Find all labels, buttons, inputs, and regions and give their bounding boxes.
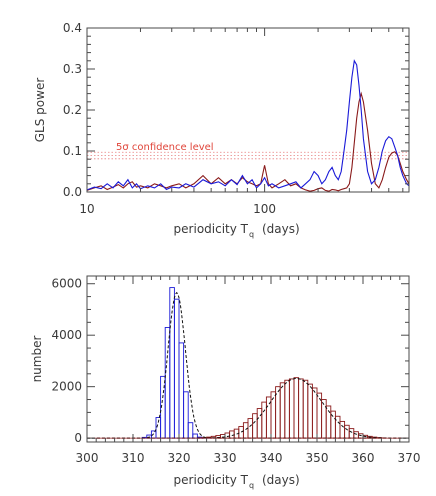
red-hist-bar-19 xyxy=(285,380,290,438)
gls-x-tick-label-0: 10 xyxy=(79,202,94,216)
histogram-y-tick-label-3: 6000 xyxy=(51,277,82,291)
red-hist-bar-13 xyxy=(257,409,262,439)
red-hist-bar-6 xyxy=(225,433,230,438)
gls-y-tick-label-4: 0.4 xyxy=(63,21,82,35)
red-hist-bar-10 xyxy=(243,423,248,438)
red-hist-bar-27 xyxy=(322,400,327,439)
blue-gaussian-fit xyxy=(87,293,409,438)
red-hist-bar-7 xyxy=(230,431,235,438)
blue-hist-bar-10 xyxy=(188,423,193,438)
gls-x-axis-label: periodicity T xyxy=(174,222,249,236)
histogram-x-tick-label-3: 330 xyxy=(214,451,237,465)
gls-y-axis-label: GLS power xyxy=(33,78,47,143)
red-hist-bar-32 xyxy=(345,425,350,438)
gls-series-blue xyxy=(87,61,409,190)
gls-y-tick-label-2: 0.2 xyxy=(63,103,82,117)
periodicity-histogram-panel: 300 310 320 330 340 350 360 370 0 2000 4000 6000 nu… xyxy=(30,276,420,490)
gls-periodogram-panel: 10 100 0.0 0.1 0.2 0.3 0.4 5σ confidence level… xyxy=(33,21,409,239)
red-hist-bar-34 xyxy=(354,432,359,438)
blue-hist-bar-8 xyxy=(179,343,184,438)
histogram-y-axis-label: number xyxy=(30,336,44,383)
blue-hist-bar-5 xyxy=(165,327,170,438)
histogram-x-axis-subscript: q xyxy=(249,481,254,490)
histogram-x-axis-label: periodicity T xyxy=(174,473,249,487)
red-hist-bar-24 xyxy=(308,384,313,438)
histogram-y-tick-label-2: 4000 xyxy=(51,328,82,342)
histogram-y-tick-label-0: 0 xyxy=(74,431,82,445)
gls-y-tick-label-1: 0.1 xyxy=(63,144,82,158)
blue-hist-bar-7 xyxy=(174,299,179,438)
gls-series-group xyxy=(87,61,409,191)
red-hist-bar-20 xyxy=(289,379,294,438)
red-hist-bar-22 xyxy=(299,379,304,438)
histogram-x-tick-label-7: 370 xyxy=(398,451,421,465)
histogram-x-tick-label-1: 310 xyxy=(122,451,145,465)
red-hist-bar-21 xyxy=(294,378,299,438)
histogram-x-tick-label-6: 360 xyxy=(352,451,375,465)
histogram-x-tick-label-5: 350 xyxy=(306,451,329,465)
gls-y-tick-label-3: 0.3 xyxy=(63,62,82,76)
gls-x-tick-label-1: 100 xyxy=(253,202,276,216)
red-hist-bar-33 xyxy=(349,429,354,439)
blue-hist-bar-9 xyxy=(184,392,189,438)
confidence-level-lines xyxy=(87,152,409,159)
red-hist-bar-25 xyxy=(312,388,317,438)
blue-hist-bar-11 xyxy=(193,434,198,438)
red-hist-bar-11 xyxy=(248,419,253,439)
histogram-x-axis-unit: (days) xyxy=(262,473,300,487)
histogram-x-tick-label-4: 340 xyxy=(260,451,283,465)
confidence-annotation: 5σ confidence level xyxy=(116,142,214,153)
red-hist-bar-9 xyxy=(239,427,244,439)
gls-x-axis-unit: (days) xyxy=(262,222,300,236)
histogram-y-tick-label-1: 2000 xyxy=(51,380,82,394)
gaussian-fit-group xyxy=(87,293,409,438)
red-hist-bar-31 xyxy=(340,421,345,438)
blue-hist-bar-6 xyxy=(170,288,175,439)
red-hist-bar-12 xyxy=(253,414,258,438)
histogram-x-tick-label-2: 320 xyxy=(168,451,191,465)
histogram-plot-frame xyxy=(87,276,409,442)
histogram-bars-group xyxy=(142,288,386,439)
red-hist-bar-14 xyxy=(262,402,267,438)
red-hist-bar-18 xyxy=(280,383,285,438)
gls-x-axis-subscript: q xyxy=(249,230,254,239)
red-hist-bar-23 xyxy=(303,380,308,438)
gls-y-tick-label-0: 0.0 xyxy=(63,185,82,199)
blue-hist-bar-2 xyxy=(151,431,156,438)
histogram-x-tick-label-0: 300 xyxy=(76,451,99,465)
